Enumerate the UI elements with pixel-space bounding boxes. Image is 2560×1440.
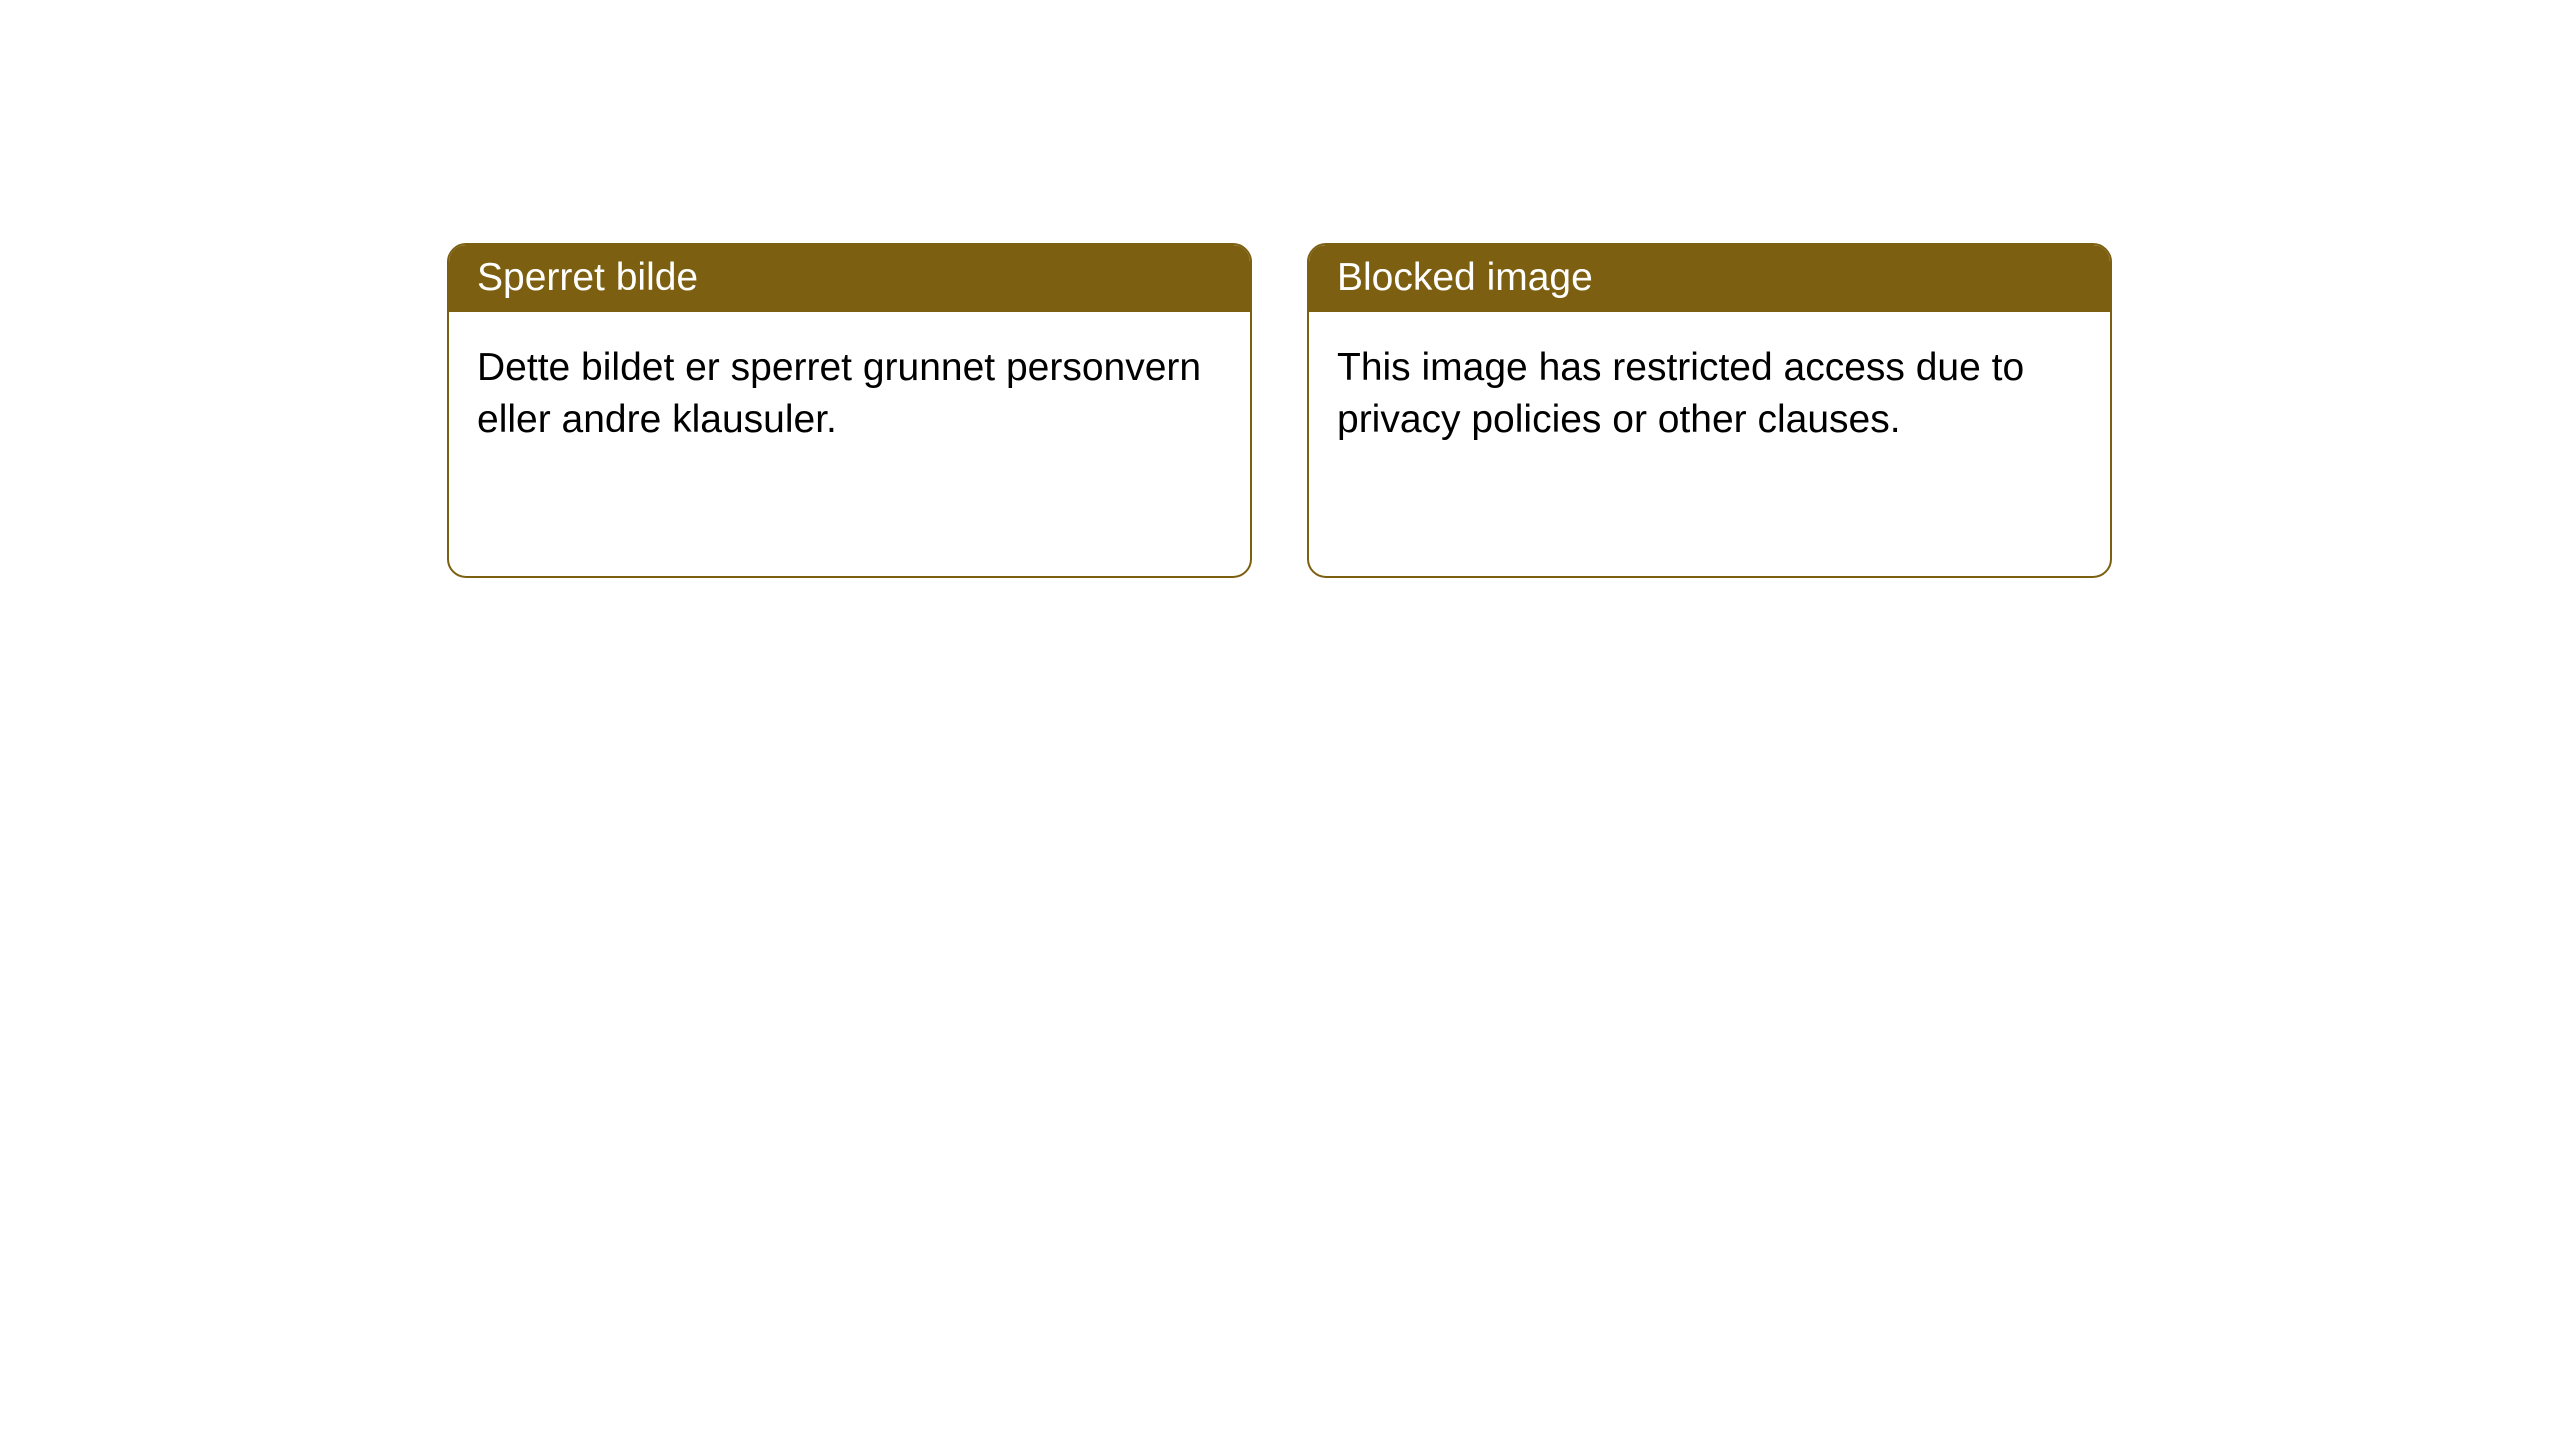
- card-body-en: This image has restricted access due to …: [1309, 312, 2110, 576]
- blocked-image-card-en: Blocked image This image has restricted …: [1307, 243, 2112, 578]
- blocked-image-card-no: Sperret bilde Dette bildet er sperret gr…: [447, 243, 1252, 578]
- blocked-image-cards: Sperret bilde Dette bildet er sperret gr…: [447, 243, 2112, 578]
- card-body-no: Dette bildet er sperret grunnet personve…: [449, 312, 1250, 576]
- card-title-no: Sperret bilde: [449, 245, 1250, 312]
- card-title-en: Blocked image: [1309, 245, 2110, 312]
